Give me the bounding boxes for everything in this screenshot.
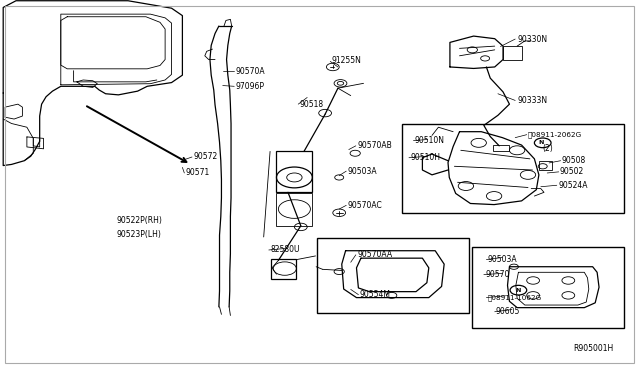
Text: 90510N: 90510N [415, 136, 445, 145]
Bar [472, 247, 624, 328]
Text: 90502: 90502 [560, 167, 584, 176]
Bar [271, 259, 296, 279]
Text: 90510H: 90510H [410, 153, 440, 162]
Text: 90503A: 90503A [488, 255, 517, 264]
Text: 90333N: 90333N [517, 96, 547, 105]
Text: R905001H: R905001H [573, 344, 613, 353]
Text: 90330N: 90330N [517, 35, 547, 44]
Text: 90570AA: 90570AA [357, 250, 392, 259]
Text: 90524A: 90524A [558, 181, 588, 190]
Text: 90518: 90518 [300, 100, 324, 109]
Text: 90503A: 90503A [348, 167, 377, 176]
Text: 90570AB: 90570AB [357, 141, 392, 150]
Text: 90572: 90572 [193, 153, 218, 161]
Text: (2): (2) [543, 144, 554, 153]
Text: 90605: 90605 [496, 307, 520, 316]
Text: N: N [516, 288, 521, 293]
Bar [503, 46, 522, 60]
Text: 90522P(RH): 90522P(RH) [116, 216, 163, 225]
Bar [317, 238, 469, 313]
Text: ⓝ08911-1062G: ⓝ08911-1062G [488, 294, 542, 301]
Text: 90508: 90508 [562, 156, 586, 165]
Text: 90523P(LH): 90523P(LH) [116, 230, 161, 239]
Text: N: N [538, 140, 543, 145]
Bar [493, 145, 509, 151]
Bar [539, 161, 552, 170]
Text: ⓝ08911-2062G: ⓝ08911-2062G [528, 131, 582, 138]
Text: 90570: 90570 [485, 270, 509, 279]
Text: 90570AC: 90570AC [348, 201, 382, 210]
Text: 97096P: 97096P [236, 82, 264, 91]
Bar [402, 124, 624, 213]
Bar [276, 193, 312, 226]
Text: 90570A: 90570A [236, 67, 265, 76]
Text: 90554M: 90554M [360, 290, 390, 299]
Bar [276, 151, 312, 192]
Text: 82580U: 82580U [270, 246, 300, 254]
Text: 91255N: 91255N [332, 56, 362, 65]
Text: 90571: 90571 [186, 169, 210, 177]
